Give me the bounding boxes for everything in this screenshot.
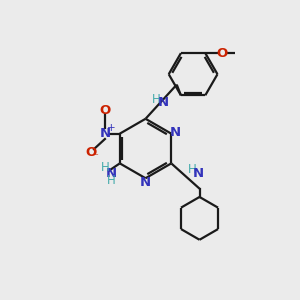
Text: O: O xyxy=(99,104,111,117)
Text: ⁻: ⁻ xyxy=(92,152,98,162)
Text: N: N xyxy=(106,167,117,180)
Text: N: N xyxy=(193,167,204,180)
Text: +: + xyxy=(106,123,115,133)
Text: H: H xyxy=(188,163,197,176)
Text: O: O xyxy=(85,146,97,160)
Text: N: N xyxy=(169,126,181,139)
Text: H: H xyxy=(100,161,109,174)
Text: H: H xyxy=(107,174,116,187)
Text: N: N xyxy=(140,176,151,189)
Text: H: H xyxy=(152,93,160,106)
Text: N: N xyxy=(99,127,110,140)
Text: O: O xyxy=(216,46,227,60)
Text: N: N xyxy=(158,96,169,109)
